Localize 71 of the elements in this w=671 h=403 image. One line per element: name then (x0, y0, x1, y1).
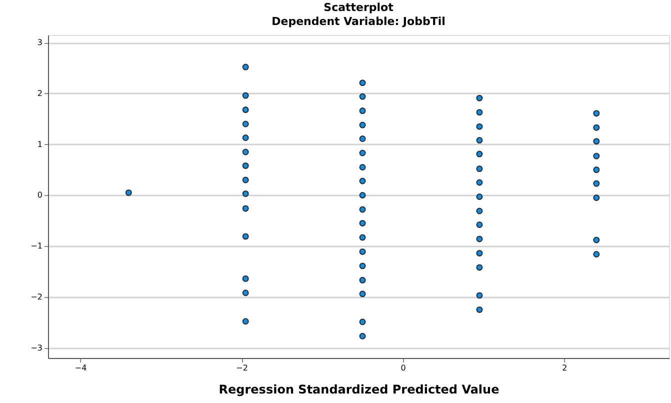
point (593, 180, 600, 187)
point (593, 124, 600, 131)
x-tick-label: −2 (236, 364, 248, 372)
point (125, 189, 132, 196)
x-tick-label: −4 (74, 364, 87, 372)
point (359, 206, 366, 213)
chart-title: Scatterplot (324, 1, 394, 14)
point (476, 109, 483, 116)
point (242, 162, 249, 169)
point (242, 275, 249, 282)
x-axis-title: Regression Standardized Predicted Value (218, 382, 500, 396)
point (242, 205, 249, 212)
point (593, 166, 600, 174)
point (476, 166, 483, 172)
point (593, 110, 600, 117)
point (476, 306, 483, 313)
point (359, 192, 366, 198)
point (476, 236, 483, 242)
point (242, 106, 249, 114)
y-tick-label: 1 (37, 140, 42, 149)
x-tick-label: 0 (400, 364, 406, 372)
point (359, 332, 366, 340)
point (242, 190, 249, 197)
y-tick-label: −1 (30, 242, 42, 251)
point (593, 251, 600, 258)
point (593, 236, 600, 244)
point (359, 122, 366, 128)
point (359, 136, 366, 142)
point (242, 233, 249, 240)
point (476, 221, 483, 228)
y-tick-label: 2 (37, 88, 42, 98)
x-tick-label: 2 (562, 364, 568, 372)
point (476, 194, 483, 200)
point (242, 148, 249, 156)
point (476, 123, 483, 130)
point (476, 292, 483, 299)
point (242, 92, 249, 99)
point (476, 94, 483, 102)
point (242, 64, 249, 70)
point (359, 220, 366, 226)
point (359, 93, 366, 100)
point (359, 150, 366, 156)
point (242, 120, 249, 128)
y-tick-label: 0 (37, 190, 42, 200)
point (242, 318, 249, 325)
point (593, 152, 600, 160)
point (476, 264, 483, 271)
point (359, 80, 366, 86)
point (476, 150, 483, 158)
point (359, 318, 366, 326)
point (359, 262, 366, 270)
point (242, 134, 249, 141)
point (593, 138, 600, 145)
point (476, 179, 483, 186)
point (359, 290, 366, 298)
point (359, 276, 366, 284)
point (476, 208, 483, 214)
y-tick-label: −3 (30, 343, 42, 352)
chart-subtitle: Dependent Variable: JobbTil (272, 15, 446, 28)
point (242, 290, 249, 296)
point (476, 137, 483, 144)
point (242, 176, 249, 184)
point (476, 250, 483, 256)
point (359, 234, 366, 241)
point (359, 164, 366, 170)
point (359, 248, 366, 255)
point (593, 194, 600, 202)
y-tick-label: 3 (37, 38, 42, 48)
point (359, 108, 366, 114)
y-tick-label: −2 (30, 292, 42, 302)
point (359, 178, 366, 184)
